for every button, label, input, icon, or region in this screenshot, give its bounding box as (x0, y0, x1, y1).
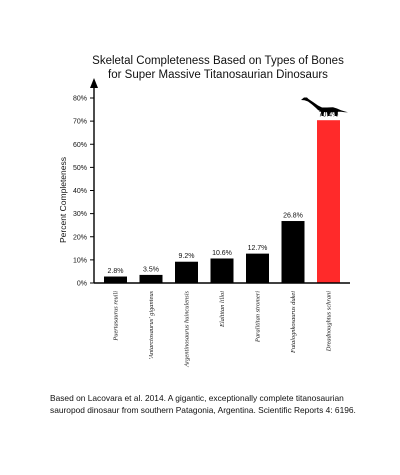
y-tick-label: 10% (73, 257, 87, 264)
citation-text: Based on Lacovara et al. 2014. A giganti… (50, 393, 356, 415)
bars (104, 120, 340, 283)
chart-title: Skeletal Completeness Based on Types of … (92, 55, 344, 81)
y-axis-arrowhead (90, 78, 98, 88)
axes (90, 78, 350, 284)
y-tick-label: 50% (73, 165, 87, 172)
bar-value-label: 3.5% (143, 266, 159, 273)
x-category-label: Dreadnoughtus schrani (326, 291, 333, 353)
x-axis-category-labels: Puertasaurus reuili 'Antarctosaurus' giga… (113, 290, 333, 367)
x-category-label: 'Antarctosaurus' giganteus (148, 290, 155, 359)
y-tick-label: 30% (73, 211, 87, 218)
bar-value-label: 26.8% (283, 213, 303, 220)
bar-value-label: 10.6% (212, 250, 232, 257)
chart-title-line-2: for Super Massive Titanosaurian Dinosaur… (108, 69, 328, 81)
bar (210, 258, 234, 283)
bar-value-label: 2.8% (108, 268, 124, 275)
bar (317, 120, 340, 283)
bar (139, 274, 163, 283)
bar-value-label: 12.7% (248, 245, 268, 252)
bar-value-label: 9.2% (179, 253, 195, 260)
y-tick-label: 70% (73, 119, 87, 126)
bar (281, 221, 305, 283)
bar (104, 276, 127, 283)
y-tick-label: 20% (73, 234, 87, 241)
y-tick-label: 40% (73, 188, 87, 195)
sauropod-silhouette-icon (301, 97, 348, 116)
chart-title-line-1: Skeletal Completeness Based on Types of … (92, 55, 344, 67)
x-category-label: Paralititan stromeri (255, 291, 262, 343)
y-tick-label: 60% (73, 142, 87, 149)
bar (246, 253, 269, 283)
x-category-label: Elaltitan lilloi (219, 291, 226, 328)
y-tick-label: 80% (73, 96, 87, 103)
bar (175, 261, 198, 283)
y-axis-ticks: 0% 10% 20% 30% 40% 50% 60% 70% 80% (73, 96, 94, 288)
x-category-label: Argentinosaurus huinculensis (184, 290, 191, 367)
x-category-label: Puertasaurus reuili (113, 291, 120, 342)
y-tick-label: 0% (77, 281, 87, 288)
x-category-label: Futalognkosaurus dukei (290, 291, 297, 354)
y-axis-title: Percent Completeness (58, 157, 68, 243)
